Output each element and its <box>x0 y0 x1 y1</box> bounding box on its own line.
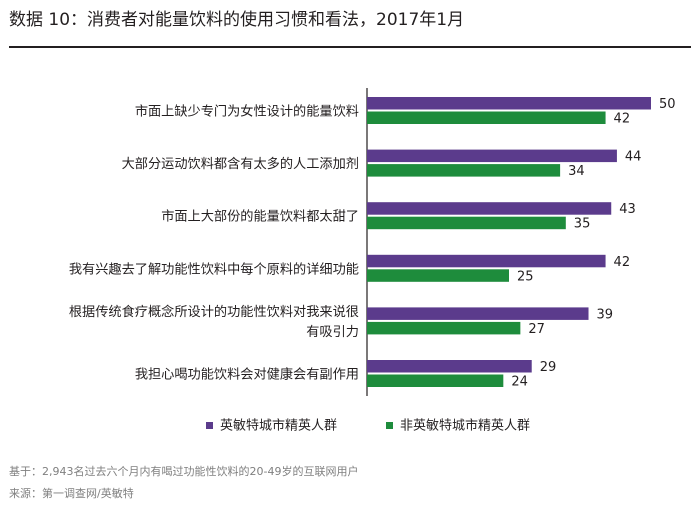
data-label: 34 <box>568 164 585 179</box>
chart-title: 数据 10：消费者对能量饮料的使用习惯和看法，2017年1月 <box>9 10 465 30</box>
bar <box>367 269 509 282</box>
bar <box>367 254 606 268</box>
legend-swatch <box>206 422 213 429</box>
bar <box>367 321 521 335</box>
bar <box>367 97 651 110</box>
category-label: 我担心喝功能饮料会对健康会有副作用 <box>135 366 359 383</box>
bar <box>367 164 561 177</box>
data-label: 25 <box>517 269 534 284</box>
category-label: 大部分运动饮料都含有太多的人工添加剂 <box>122 155 359 172</box>
data-label: 24 <box>511 375 528 390</box>
bar <box>367 202 612 215</box>
footnote-base: 基于：2,943名过去六个月内有喝过功能性饮料的20-49岁的互联网用户 <box>9 465 359 478</box>
category-label: 有吸引力 <box>306 324 359 340</box>
category-label: 市面上缺少专门为女性设计的能量饮料 <box>135 103 359 120</box>
data-label: 39 <box>597 307 614 322</box>
data-label: 44 <box>625 150 642 165</box>
data-label: 27 <box>528 322 545 337</box>
data-label: 42 <box>614 112 631 127</box>
data-label: 50 <box>659 97 676 112</box>
bar <box>367 374 504 387</box>
category-label: 根据传统食疗概念所设计的功能性饮料对我来说很 <box>69 303 359 320</box>
title-divider <box>9 46 691 48</box>
bar <box>367 149 617 163</box>
bar <box>367 216 566 230</box>
legend-swatch <box>386 422 393 429</box>
bar <box>367 111 606 124</box>
data-label: 43 <box>619 202 636 217</box>
bar <box>367 307 589 320</box>
legend-label: 非英敏特城市精英人群 <box>400 418 530 434</box>
legend-label: 英敏特城市精英人群 <box>220 418 337 434</box>
category-label: 市面上大部份的能量饮料都太甜了 <box>161 208 359 225</box>
footnote-source: 来源：第一调查网/英敏特 <box>9 487 134 500</box>
data-label: 42 <box>614 255 631 270</box>
data-label: 29 <box>540 360 557 375</box>
data-label: 35 <box>574 217 591 232</box>
bar <box>367 360 532 373</box>
category-label: 我有兴趣去了解功能性饮料中每个原料的详细功能 <box>69 261 359 277</box>
